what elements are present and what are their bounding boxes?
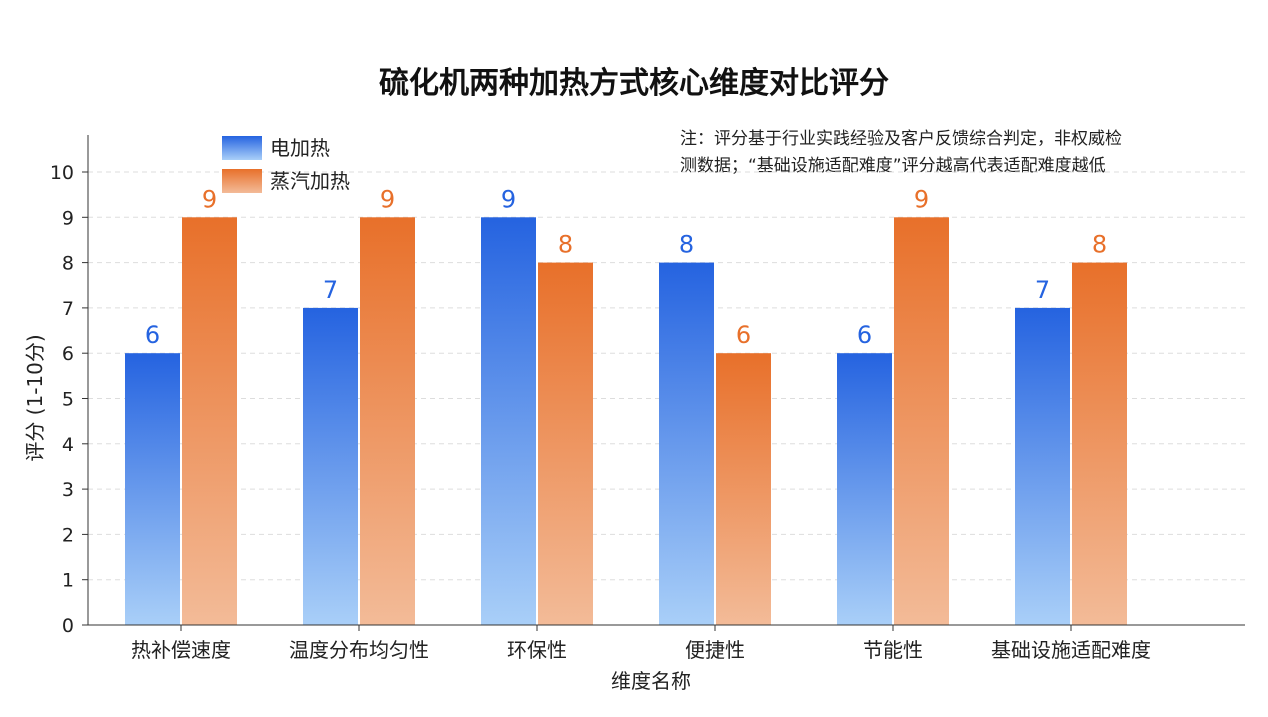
data-label: 8: [1092, 231, 1107, 259]
note-line: 注：评分基于行业实践经验及客户反馈综合判定，非权威检: [680, 129, 1122, 149]
data-label: 6: [736, 321, 751, 349]
bar-electric: [303, 307, 358, 625]
y-tick-label: 5: [62, 389, 74, 411]
chart-note: 注：评分基于行业实践经验及客户反馈综合判定，非权威检 测数据；“基础设施适配难度…: [680, 126, 1250, 180]
chart-title: 硫化机两种加热方式核心维度对比评分: [379, 66, 889, 101]
x-axis-label: 维度名称: [611, 669, 691, 693]
data-label: 7: [1035, 276, 1050, 304]
data-label: 6: [857, 321, 872, 349]
y-tick-label: 2: [62, 524, 74, 546]
data-label: 6: [145, 321, 160, 349]
y-tick-label: 6: [62, 343, 74, 365]
data-label: 8: [558, 231, 573, 259]
y-tick-label: 7: [62, 298, 74, 320]
x-tick-label: 基础设施适配难度: [991, 638, 1151, 662]
legend-label: 蒸汽加热: [270, 169, 350, 193]
legend-swatch: [222, 169, 262, 193]
x-tick-label: 节能性: [863, 638, 923, 662]
legend-swatch: [222, 136, 262, 160]
x-tick-label: 便捷性: [685, 638, 745, 662]
y-tick-label: 9: [62, 207, 74, 229]
data-label: 8: [679, 231, 694, 259]
bar-electric: [481, 217, 536, 626]
y-tick-label: 10: [50, 162, 74, 184]
bar-steam: [894, 217, 949, 626]
data-label: 9: [501, 185, 516, 213]
bar-steam: [716, 353, 771, 625]
bar-electric: [837, 353, 892, 625]
x-tick-label: 温度分布均匀性: [289, 638, 429, 662]
y-tick-label: 8: [62, 253, 74, 275]
y-axis-label: 评分 (1-10分): [23, 334, 47, 461]
x-tick-label: 环保性: [507, 638, 567, 662]
bar-electric: [659, 262, 714, 625]
y-tick-label: 3: [62, 479, 74, 501]
y-tick-label: 4: [62, 434, 74, 456]
legend-label: 电加热: [270, 136, 330, 160]
data-label: 9: [380, 185, 395, 213]
y-tick-label: 0: [62, 615, 74, 637]
bar-steam: [1072, 262, 1127, 625]
note-line: 测数据；“基础设施适配难度”评分越高代表适配难度越低: [680, 156, 1106, 176]
bar-steam: [538, 262, 593, 625]
bar-electric: [1015, 307, 1070, 625]
data-label: 7: [323, 276, 338, 304]
bar-steam: [360, 217, 415, 626]
x-tick-label: 热补偿速度: [131, 638, 231, 662]
data-label: 9: [202, 185, 217, 213]
bar-steam: [182, 217, 237, 626]
data-label: 9: [914, 185, 929, 213]
bar-electric: [125, 353, 180, 625]
y-tick-label: 1: [62, 570, 74, 592]
